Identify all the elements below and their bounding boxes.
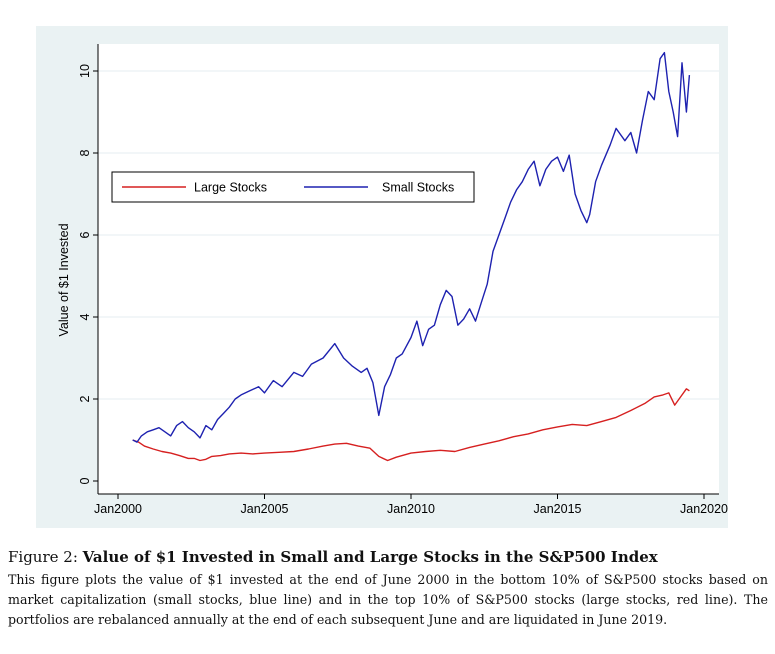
x-tick-label-4: Jan2020 bbox=[680, 502, 728, 516]
x-tick-label-2: Jan2010 bbox=[387, 502, 435, 516]
x-tick-label-3: Jan2015 bbox=[534, 502, 582, 516]
legend-label-0: Large Stocks bbox=[194, 181, 267, 195]
line-chart: 0 2 4 6 8 10 Jan2000 Jan2005 Jan2010 Jan2015 Jan20… bbox=[57, 44, 728, 516]
axes: 0 2 4 6 8 10 Jan2000 Jan2005 Jan2010 Jan2015 Jan20… bbox=[78, 44, 728, 516]
y-tick-label-0: 0 bbox=[78, 477, 92, 484]
y-tick-label-5: 10 bbox=[78, 64, 92, 78]
x-tick-label-1: Jan2005 bbox=[241, 502, 289, 516]
grid-lines bbox=[98, 70, 719, 400]
figure-label: Figure 2: bbox=[8, 548, 78, 566]
chart-panel: 0 2 4 6 8 10 Jan2000 Jan2005 Jan2010 Jan2015 Jan20… bbox=[36, 26, 728, 528]
figure-title: Value of $1 Invested in Small and Large … bbox=[82, 548, 658, 566]
legend: Large Stocks Small Stocks bbox=[111, 171, 475, 203]
y-tick-label-3: 6 bbox=[78, 231, 92, 238]
y-tick-label-4: 8 bbox=[78, 149, 92, 156]
series-lines bbox=[132, 51, 691, 462]
y-tick-label-2: 4 bbox=[78, 313, 92, 320]
figure-caption: Figure 2: Value of $1 Invested in Small … bbox=[8, 548, 768, 630]
plot-area bbox=[98, 44, 719, 494]
series-line-small-stocks bbox=[132, 51, 691, 443]
x-tick-label-0: Jan2000 bbox=[94, 502, 142, 516]
y-axis-label: Value of $1 Invested bbox=[57, 223, 71, 336]
caption-text: This figure plots the value of $1 invest… bbox=[8, 572, 768, 627]
series-line-large-stocks bbox=[132, 388, 690, 462]
y-tick-label-1: 2 bbox=[78, 395, 92, 402]
legend-label-1: Small Stocks bbox=[382, 181, 454, 195]
caption-title: Figure 2: Value of $1 Invested in Small … bbox=[8, 548, 768, 566]
